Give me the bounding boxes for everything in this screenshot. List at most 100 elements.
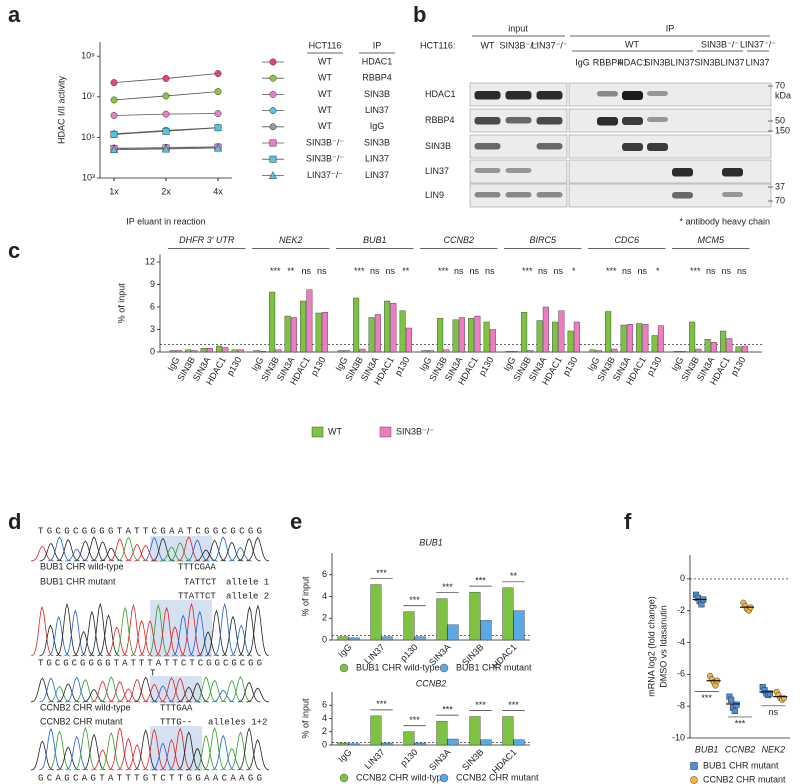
- legend-name: WT: [318, 56, 332, 66]
- x-tick-label: p130: [561, 355, 580, 377]
- blot-band: [505, 117, 532, 124]
- lane-label: SIN3B: [644, 57, 670, 67]
- blot-strip: [568, 183, 772, 208]
- chromatogram-peak: [160, 677, 183, 703]
- chromatogram-peak: [211, 734, 235, 771]
- bar: [605, 311, 612, 353]
- significance: ***: [606, 266, 617, 276]
- sequence: TTTG--: [160, 717, 192, 727]
- chromatogram-peak: [65, 735, 89, 771]
- lane-label: SIN3B: [694, 57, 720, 67]
- blot-band: [647, 117, 668, 122]
- marker: [110, 130, 118, 138]
- bar: [704, 339, 711, 353]
- ip-cell-line: LIN37⁻/⁻: [740, 39, 776, 49]
- mw-marker: 37: [775, 181, 785, 191]
- legend-swatch: [379, 426, 392, 438]
- mw-marker: kDa: [775, 90, 791, 100]
- legend-label: CCNB2 CHR mutant: [703, 774, 786, 784]
- significance: ***: [508, 700, 519, 710]
- y-axis-label: % of input: [300, 698, 310, 739]
- significance: **: [402, 266, 410, 276]
- bar: [489, 329, 496, 353]
- allele-label: BUB1 CHR wild-type: [40, 561, 124, 571]
- x-tick-label: NEK2: [762, 744, 786, 754]
- blot-strip: [469, 183, 568, 208]
- legend-ip: LIN37: [365, 170, 389, 180]
- bar: [483, 321, 490, 353]
- significance: ns: [721, 266, 731, 276]
- blot-band: [474, 117, 501, 125]
- blot-band: [505, 192, 532, 198]
- bar: [414, 742, 426, 746]
- y-tick-label: 0: [322, 739, 327, 749]
- bar: [595, 350, 602, 353]
- bar: [353, 297, 360, 353]
- significance: ns: [538, 266, 548, 276]
- chromatogram-peak: [185, 682, 209, 703]
- chromatogram-peak: [130, 619, 153, 657]
- y-tick-label: 3: [150, 324, 155, 334]
- chromatogram-peak: [203, 539, 227, 562]
- chromatogram-peak: [211, 536, 235, 562]
- significance: **: [510, 571, 518, 581]
- significance: ***: [442, 582, 453, 592]
- legend-ip: SIN3B: [364, 89, 390, 99]
- legend-name: WT: [318, 121, 332, 131]
- bar: [414, 636, 426, 641]
- significance: ***: [354, 266, 365, 276]
- allele-name: alleles 1+2: [208, 717, 267, 727]
- chromatogram-peak: [220, 747, 244, 771]
- bar: [452, 319, 459, 353]
- bar: [370, 584, 382, 641]
- ip-cell-line: WT: [625, 39, 639, 49]
- blot-header: IP: [666, 23, 675, 33]
- x-tick-label: LIN37: [363, 747, 387, 771]
- significance: ns: [706, 266, 716, 276]
- significance: ns: [385, 266, 395, 276]
- lane-label: HDAC1: [617, 57, 648, 67]
- bar: [558, 310, 565, 353]
- chromatogram-peak: [117, 688, 140, 703]
- chromatogram-peak: [205, 609, 228, 657]
- allele-name: allele 2: [226, 591, 269, 601]
- sequence: TGCGCGGGGTATTTATTCTCGGCGCGG: [38, 658, 262, 668]
- bar: [436, 598, 448, 641]
- blot-band: [597, 91, 618, 97]
- group-title: MCM5: [698, 235, 725, 245]
- bar: [689, 321, 696, 353]
- y-tick-label: -6: [677, 669, 685, 679]
- marker: [214, 110, 222, 117]
- bar: [337, 350, 344, 353]
- blot-band: [536, 91, 563, 100]
- y-tick-label: 9: [150, 279, 155, 289]
- y-axis-label: mRNA log2 (fold change): [646, 596, 656, 697]
- chromatogram-peak: [238, 605, 261, 657]
- panel-label: f: [624, 509, 632, 534]
- marker: [161, 144, 171, 153]
- chromatogram-peak: [246, 738, 270, 771]
- chromatogram-peak: [125, 678, 149, 703]
- legend-label: SIN3B⁻/⁻: [396, 426, 434, 436]
- bar: [374, 314, 381, 353]
- y-tick-label: -8: [677, 701, 685, 711]
- blot-band: [505, 91, 532, 100]
- mw-marker: 70: [775, 80, 785, 90]
- bar: [673, 351, 680, 353]
- chart-title: CCNB2: [416, 678, 447, 688]
- allele-label: CCNB2 CHR mutant: [40, 716, 123, 726]
- legend-name: SIN3B⁻/⁻: [306, 154, 344, 164]
- footnote: * antibody heavy chain: [679, 216, 770, 226]
- legend-header: HCT116: [309, 40, 342, 50]
- chromatogram-peak: [168, 677, 192, 703]
- bar: [437, 318, 444, 353]
- chromatogram-peak: [65, 676, 89, 703]
- bar: [191, 350, 198, 353]
- significance: **: [287, 266, 295, 276]
- bar: [222, 347, 229, 353]
- marker: [269, 123, 277, 131]
- chromatogram-peak: [105, 626, 128, 657]
- chromatogram-peak: [47, 615, 70, 657]
- y-tick-label: -10: [672, 732, 685, 742]
- x-tick-label: SIN3A: [427, 747, 452, 772]
